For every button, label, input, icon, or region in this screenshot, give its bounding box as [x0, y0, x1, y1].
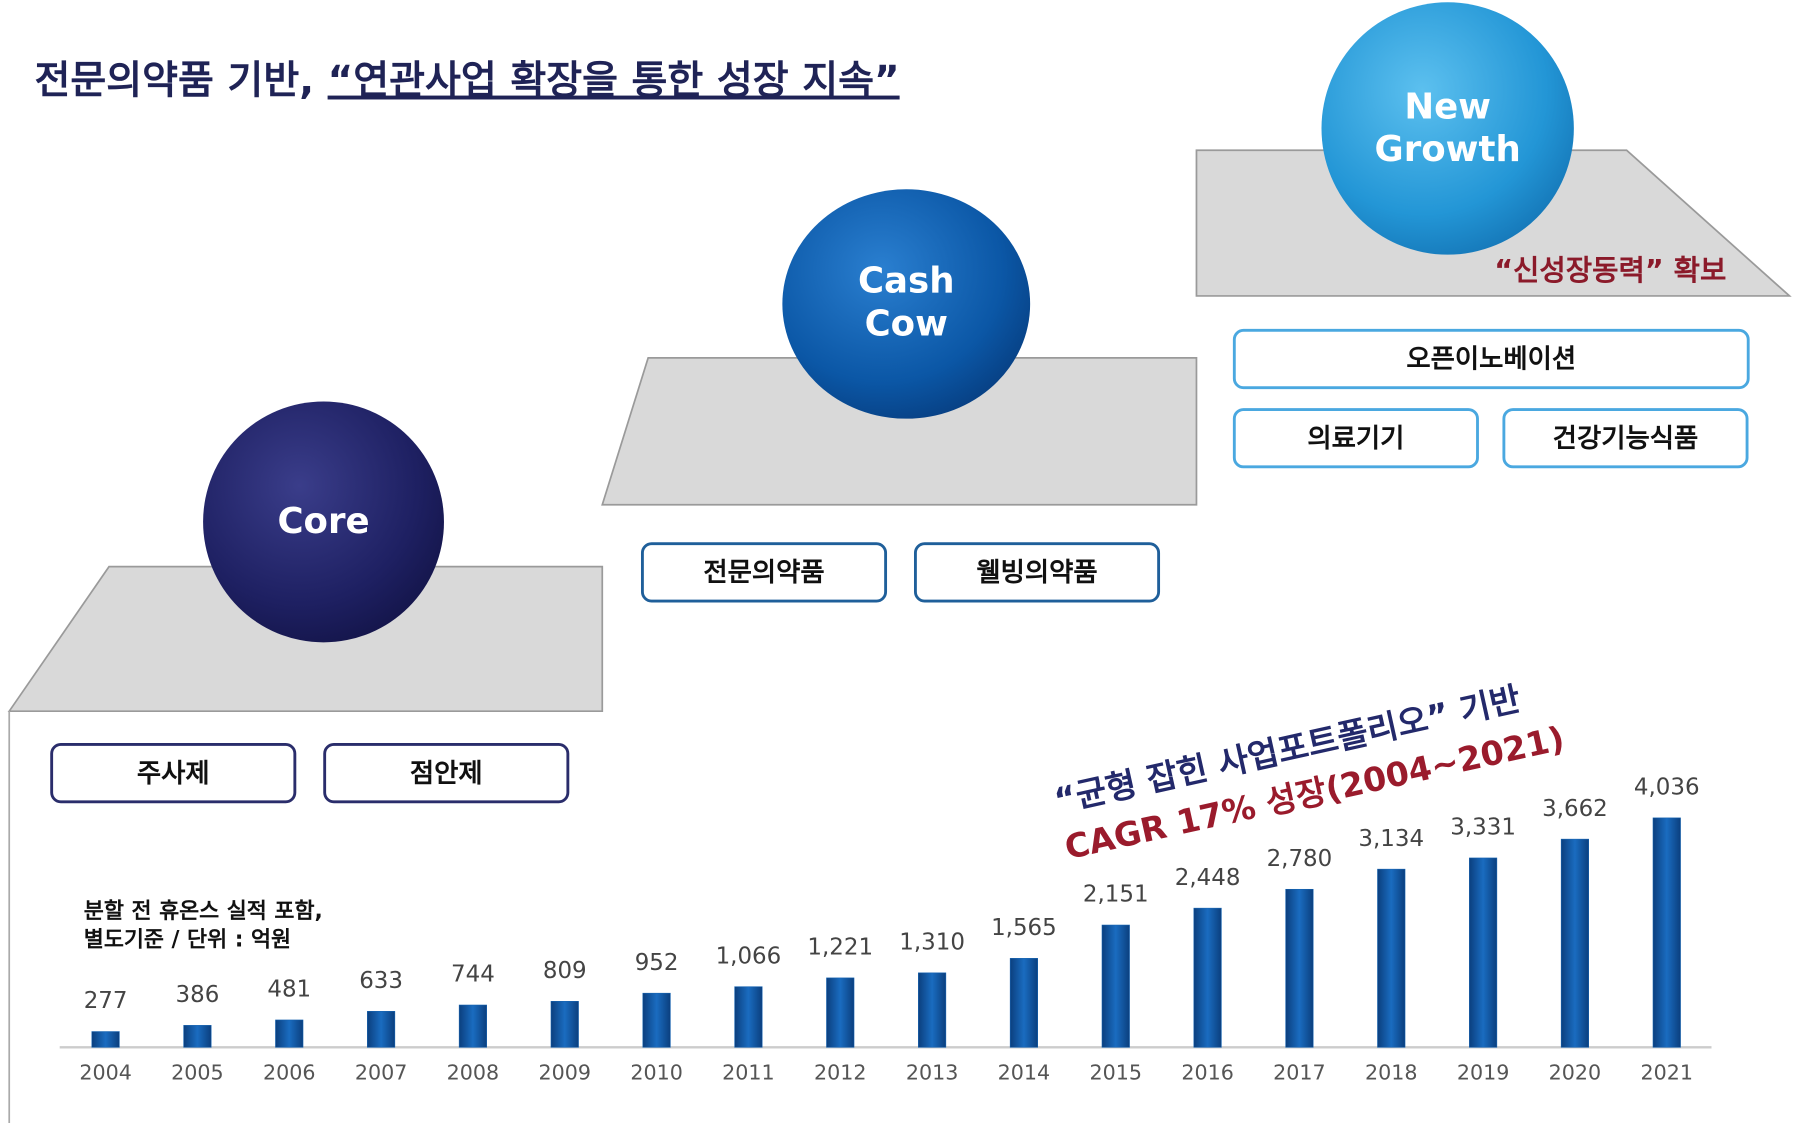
bar [1285, 888, 1314, 1048]
bar [734, 986, 763, 1048]
x-tick-label: 2005 [171, 1061, 224, 1085]
x-tick-label: 2013 [906, 1061, 958, 1085]
bar [275, 1019, 304, 1048]
item-label: 건강기능식품 [1553, 424, 1699, 454]
x-tick-label: 2015 [1090, 1061, 1143, 1085]
value-label: 277 [84, 988, 128, 1014]
value-label: 633 [359, 968, 403, 994]
value-label: 1,565 [991, 915, 1057, 941]
value-label: 3,331 [1450, 815, 1516, 841]
item-box [640, 542, 888, 603]
bar [918, 972, 947, 1048]
x-tick-label: 2004 [79, 1061, 132, 1085]
item-box [323, 743, 570, 804]
item-box [913, 542, 1161, 603]
x-tick-label: 2020 [1549, 1061, 1602, 1085]
bar [1101, 924, 1130, 1048]
bar [367, 1011, 396, 1048]
value-label: 952 [635, 950, 679, 976]
value-label: 3,662 [1542, 796, 1608, 822]
x-tick-label: 2017 [1273, 1061, 1326, 1085]
stage-label: Core [277, 501, 369, 542]
x-tick-label: 2012 [814, 1061, 866, 1085]
value-label: 809 [543, 958, 587, 984]
bar [1009, 958, 1038, 1048]
stage-note: “신성장동력” 확보 [1494, 253, 1726, 287]
value-label: 386 [176, 982, 220, 1008]
chart-note: 분할 전 휴온스 실적 포함, [84, 899, 323, 924]
value-label: 744 [451, 962, 495, 988]
x-tick-label: 2018 [1365, 1061, 1418, 1085]
x-tick-label: 2007 [355, 1061, 408, 1085]
x-tick-label: 2016 [1181, 1061, 1234, 1085]
bar [1469, 857, 1498, 1048]
bar [91, 1031, 120, 1048]
value-label: 481 [267, 977, 311, 1003]
item-box [1502, 408, 1749, 469]
item-box [50, 743, 297, 804]
item-label: 오픈이노베이션 [1406, 345, 1576, 375]
bar [826, 977, 855, 1048]
value-label: 1,310 [899, 930, 965, 956]
stage-label: New Growth [1375, 86, 1521, 170]
cash-cow-ball [782, 189, 1031, 419]
value-label: 4,036 [1634, 775, 1700, 801]
x-tick-label: 2021 [1641, 1061, 1694, 1085]
new-growth-ball [1321, 2, 1574, 255]
item-box [1232, 328, 1750, 390]
core-ball [203, 401, 444, 643]
item-box [1232, 408, 1479, 469]
x-tick-label: 2014 [998, 1061, 1051, 1085]
stage-label: Cash Cow [858, 261, 955, 345]
bar [1560, 838, 1589, 1048]
x-tick-label: 2010 [630, 1061, 682, 1085]
bar [1193, 907, 1222, 1048]
item-label: 웰빙의약품 [976, 558, 1097, 588]
value-label: 2,448 [1175, 865, 1241, 891]
x-tick-label: 2011 [722, 1061, 774, 1085]
bar [458, 1004, 487, 1048]
bar [550, 1001, 579, 1048]
item-label: 의료기기 [1307, 424, 1404, 454]
value-label: 3,134 [1358, 826, 1424, 852]
bar [183, 1025, 212, 1048]
x-tick-label: 2006 [263, 1061, 316, 1085]
item-label: 점안제 [410, 759, 483, 789]
x-tick-label: 2008 [447, 1061, 500, 1085]
value-label: 2,151 [1083, 882, 1149, 908]
value-label: 1,221 [807, 935, 873, 961]
x-tick-label: 2009 [539, 1061, 592, 1085]
bar [1377, 868, 1406, 1048]
title-plain: 전문의약품 기반, [34, 58, 327, 103]
page-title: 전문의약품 기반, “연관사업 확장을 통한 성장 지속” [34, 58, 899, 103]
item-label: 전문의약품 [703, 558, 824, 588]
bar [1652, 817, 1681, 1048]
value-label: 2,780 [1267, 846, 1333, 872]
title-emphasis: “연관사업 확장을 통한 성장 지속” [328, 58, 900, 103]
item-label: 주사제 [137, 759, 210, 789]
chart-note: 별도기준 / 단위 : 억원 [84, 928, 291, 953]
bar [642, 992, 671, 1048]
x-tick-label: 2019 [1457, 1061, 1510, 1085]
value-label: 1,066 [716, 943, 782, 969]
